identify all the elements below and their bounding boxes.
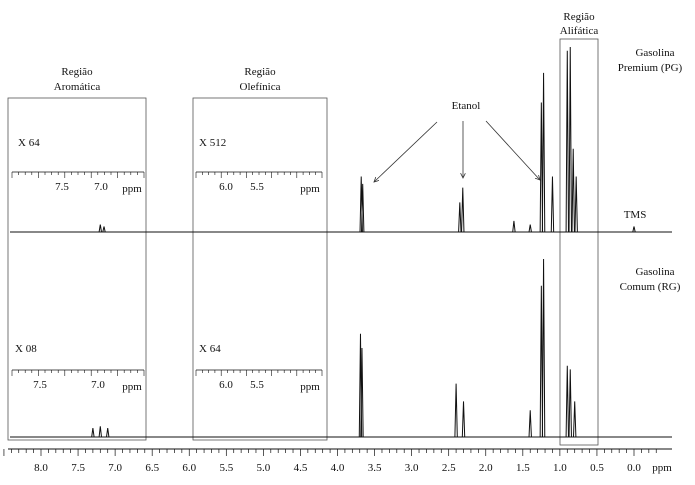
x-axis-tick-label: 7.5 [71, 462, 85, 474]
x-axis-tick-label: 3.5 [368, 462, 382, 474]
olefinic-region-label-1: Região [244, 66, 276, 78]
inset-tick-label: 7.5 [55, 181, 69, 193]
spectrum-peak [541, 258, 546, 438]
spectrum-peak [512, 220, 516, 233]
x-axis: 8.0 7.5 7.0 6.5 6.0 5.5 5.0 4.5 4.0 3.5 3.0 2.5 2.0 1… [3, 448, 672, 474]
spectrum-peak [550, 176, 555, 233]
tms-label: TMS [624, 209, 647, 221]
inset-tick-label: 6.0 [219, 181, 233, 193]
inset-multiplier-label: X 64 [199, 343, 221, 355]
aliphatic-region-label-1: Região [563, 11, 595, 23]
ethanol-arrow-1 [374, 121, 438, 182]
spectrum-peak [98, 426, 102, 438]
ethanol-label: Etanol [452, 100, 481, 112]
comum-label-1: Gasolina [635, 266, 674, 278]
inset-tick-label: 5.5 [250, 379, 264, 391]
aliphatic-region-label-2: Alifática [560, 25, 599, 37]
inset-tick-label: 7.0 [94, 181, 108, 193]
spectrum-peak [528, 224, 532, 233]
x-axis-tick-label: 0.5 [590, 462, 604, 474]
comum-label-2: Comum (RG) [620, 281, 681, 293]
x-axis-tick-label: 8.0 [34, 462, 48, 474]
spectrum-peak [360, 347, 364, 438]
spectrum-peak [98, 224, 102, 233]
spectrum-peak [454, 383, 458, 438]
x-axis-tick-label: 4.5 [294, 462, 308, 474]
inset-unit-label: ppm [300, 183, 320, 195]
insets-group: 7.5 7.0 ppm X 64 6.0 5.5 ppm X 512 7.5 7.0 ppm X 08… [11, 137, 323, 393]
olefinic-region-label-2: Olefínica [240, 81, 281, 93]
spectrum-peak [458, 202, 462, 233]
spectrum-peak [361, 183, 365, 233]
spectrum-peak [539, 102, 544, 233]
x-axis-tick-label: 0.0 [627, 462, 641, 474]
premium-label-1: Gasolina [635, 47, 674, 59]
inset-tick-label: 5.5 [250, 181, 264, 193]
spectrum-peak [568, 46, 572, 233]
aromatic-region-box [7, 97, 147, 441]
x-axis-tick-label: 6.0 [182, 462, 196, 474]
inset-unit-label: ppm [122, 381, 142, 393]
inset-multiplier-label: X 64 [18, 137, 40, 149]
spectrum-peak [106, 428, 110, 438]
premium-label-2: Premium (PG) [618, 62, 683, 74]
x-axis-tick-label: 7.0 [108, 462, 122, 474]
spectrum-peak [91, 428, 95, 438]
x-axis-tick-label: 2.0 [479, 462, 493, 474]
inset-unit-label: ppm [300, 381, 320, 393]
spectrum-peak [565, 50, 569, 233]
spectrum-peak [541, 72, 546, 233]
spectrum-peak [461, 401, 466, 438]
olefinic-region-box [192, 97, 328, 441]
spectrum-peak [565, 365, 569, 438]
x-axis-tick-label: 1.0 [553, 462, 567, 474]
aliphatic-region-box [559, 38, 599, 446]
aromatic-region-label-1: Região [61, 66, 93, 78]
x-axis-tick-label: 5.0 [257, 462, 271, 474]
spectrum-peak [571, 148, 575, 233]
spectrum-peak [528, 410, 532, 438]
spectrum-peak [568, 369, 572, 438]
spectrum-peak [573, 401, 577, 438]
inset-tick-label: 7.0 [91, 379, 105, 391]
x-axis-tick-label: 1.5 [516, 462, 530, 474]
inset-tick-label: 6.0 [219, 379, 233, 391]
x-axis-unit-label: ppm [652, 462, 672, 474]
inset-unit-label: ppm [122, 183, 142, 195]
spectrum-peak [102, 226, 106, 233]
ethanol-arrow-3 [485, 120, 540, 180]
spectrum-peak [539, 285, 544, 438]
inset-multiplier-label: X 512 [199, 137, 226, 149]
spectrum-peak [632, 226, 636, 233]
aromatic-region-label-2: Aromática [54, 81, 101, 93]
inset-multiplier-label: X 08 [15, 343, 37, 355]
spectrum-peak [574, 176, 578, 233]
x-axis-tick-label: 5.5 [219, 462, 233, 474]
x-axis-tick-label: 2.5 [442, 462, 456, 474]
x-axis-tick-label: 3.0 [405, 462, 419, 474]
x-axis-tick-label: 6.5 [145, 462, 159, 474]
x-axis-tick-label: 4.0 [331, 462, 345, 474]
inset-tick-label: 7.5 [33, 379, 47, 391]
spectra-group [91, 46, 636, 438]
spectrum-peak [461, 187, 465, 233]
